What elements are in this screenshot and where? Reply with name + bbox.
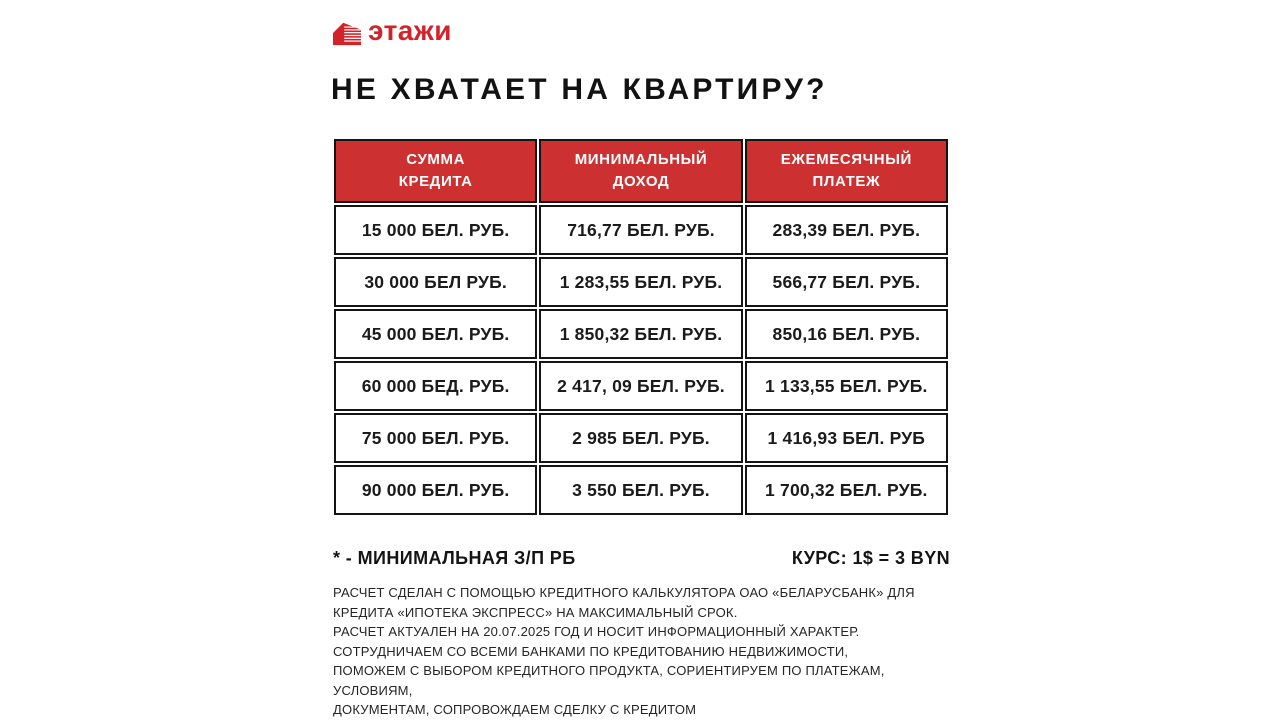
footnotes-row: * - МИНИМАЛЬНАЯ З/П РБ КУРС: 1$ = 3 BYN [333, 548, 950, 569]
cell-credit-sum: 75 000 БЕЛ. РУБ. [334, 413, 538, 463]
cell-min-income: 2 985 БЕЛ. РУБ. [539, 413, 743, 463]
cell-credit-sum: 30 000 БЕЛ РУБ. [334, 257, 538, 307]
cell-min-income: 716,77 БЕЛ. РУБ. [539, 205, 743, 255]
cell-credit-sum: 45 000 БЕЛ. РУБ. [334, 309, 538, 359]
table-row: 90 000 БЕЛ. РУБ. 3 550 БЕЛ. РУБ. 1 700,3… [334, 465, 948, 515]
cell-min-income: 1 850,32 БЕЛ. РУБ. [539, 309, 743, 359]
table-row: 60 000 БЕД. РУБ. 2 417, 09 БЕЛ. РУБ. 1 1… [334, 361, 948, 411]
column-header-monthly-payment: ЕЖЕМЕСЯЧНЫЙ ПЛАТЕЖ [744, 139, 948, 203]
table-row: 30 000 БЕЛ РУБ. 1 283,55 БЕЛ. РУБ. 566,7… [334, 257, 948, 307]
disclaimer-line: ПОМОЖЕМ С ВЫБОРОМ КРЕДИТНОГО ПРОДУКТА, С… [333, 663, 885, 678]
brand-logo: этажи [333, 17, 452, 48]
footnote-exchange-rate: КУРС: 1$ = 3 BYN [791, 548, 950, 568]
cell-monthly-payment: 850,16 БЕЛ. РУБ. [744, 309, 948, 359]
cell-monthly-payment: 1 416,93 БЕЛ. РУБ [744, 413, 948, 463]
cell-monthly-payment: 1 133,55 БЕЛ. РУБ. [744, 361, 948, 411]
column-header-min-income: МИНИМАЛЬНЫЙ ДОХОД [539, 139, 743, 203]
cell-credit-sum: 90 000 БЕЛ. РУБ. [334, 465, 538, 515]
footnote-min-salary: * - МИНИМАЛЬНАЯ З/П РБ [333, 548, 576, 568]
disclaimer-line: КРЕДИТА «ИПОТЕКА ЭКСПРЕСС» НА МАКСИМАЛЬН… [333, 604, 738, 620]
cell-credit-sum: 15 000 БЕЛ. РУБ. [334, 205, 538, 255]
table-header-row: СУММА КРЕДИТА МИНИМАЛЬНЫЙ ДОХОД ЕЖЕМЕСЯЧ… [334, 139, 948, 203]
cell-min-income: 2 417, 09 БЕЛ. РУБ. [539, 361, 743, 411]
cell-monthly-payment: 566,77 БЕЛ. РУБ. [744, 257, 948, 307]
column-header-credit-sum: СУММА КРЕДИТА [334, 139, 538, 203]
table-row: 15 000 БЕЛ. РУБ. 716,77 БЕЛ. РУБ. 283,39… [334, 205, 948, 255]
cell-credit-sum: 60 000 БЕД. РУБ. [334, 361, 538, 411]
building-floors-icon [333, 20, 361, 46]
page-title: НЕ ХВАТАЕТ НА КВАРТИРУ? [331, 73, 828, 106]
cell-monthly-payment: 1 700,32 БЕЛ. РУБ. [744, 465, 948, 515]
disclaimer-line: СОТРУДНИЧАЕМ СО ВСЕМИ БАНКАМИ ПО КРЕДИТО… [333, 643, 849, 659]
disclaimer-line: ДОКУМЕНТАМ, СОПРОВОЖДАЕМ СДЕЛКУ С КРЕДИТ… [333, 702, 697, 717]
disclaimer-line: РАСЧЕТ АКТУАЛЕН НА 20.07.2025 ГОД И НОСИ… [333, 624, 860, 639]
disclaimer-line: РАСЧЕТ СДЕЛАН С ПОМОЩЬЮ КРЕДИТНОГО КАЛЬК… [333, 585, 915, 600]
cell-min-income: 3 550 БЕЛ. РУБ. [539, 465, 743, 515]
disclaimer-line: УСЛОВИЯМ, [333, 682, 413, 698]
cell-monthly-payment: 283,39 БЕЛ. РУБ. [744, 205, 948, 255]
table-row: 75 000 БЕЛ. РУБ. 2 985 БЕЛ. РУБ. 1 416,9… [334, 413, 948, 463]
disclaimer-text: РАСЧЕТ СДЕЛАН С ПОМОЩЬЮ КРЕДИТНОГО КАЛЬК… [333, 583, 973, 720]
credit-table: СУММА КРЕДИТА МИНИМАЛЬНЫЙ ДОХОД ЕЖЕМЕСЯЧ… [332, 137, 950, 517]
table-row: 45 000 БЕЛ. РУБ. 1 850,32 БЕЛ. РУБ. 850,… [334, 309, 948, 359]
brand-name: этажи [368, 15, 452, 46]
cell-min-income: 1 283,55 БЕЛ. РУБ. [539, 257, 743, 307]
